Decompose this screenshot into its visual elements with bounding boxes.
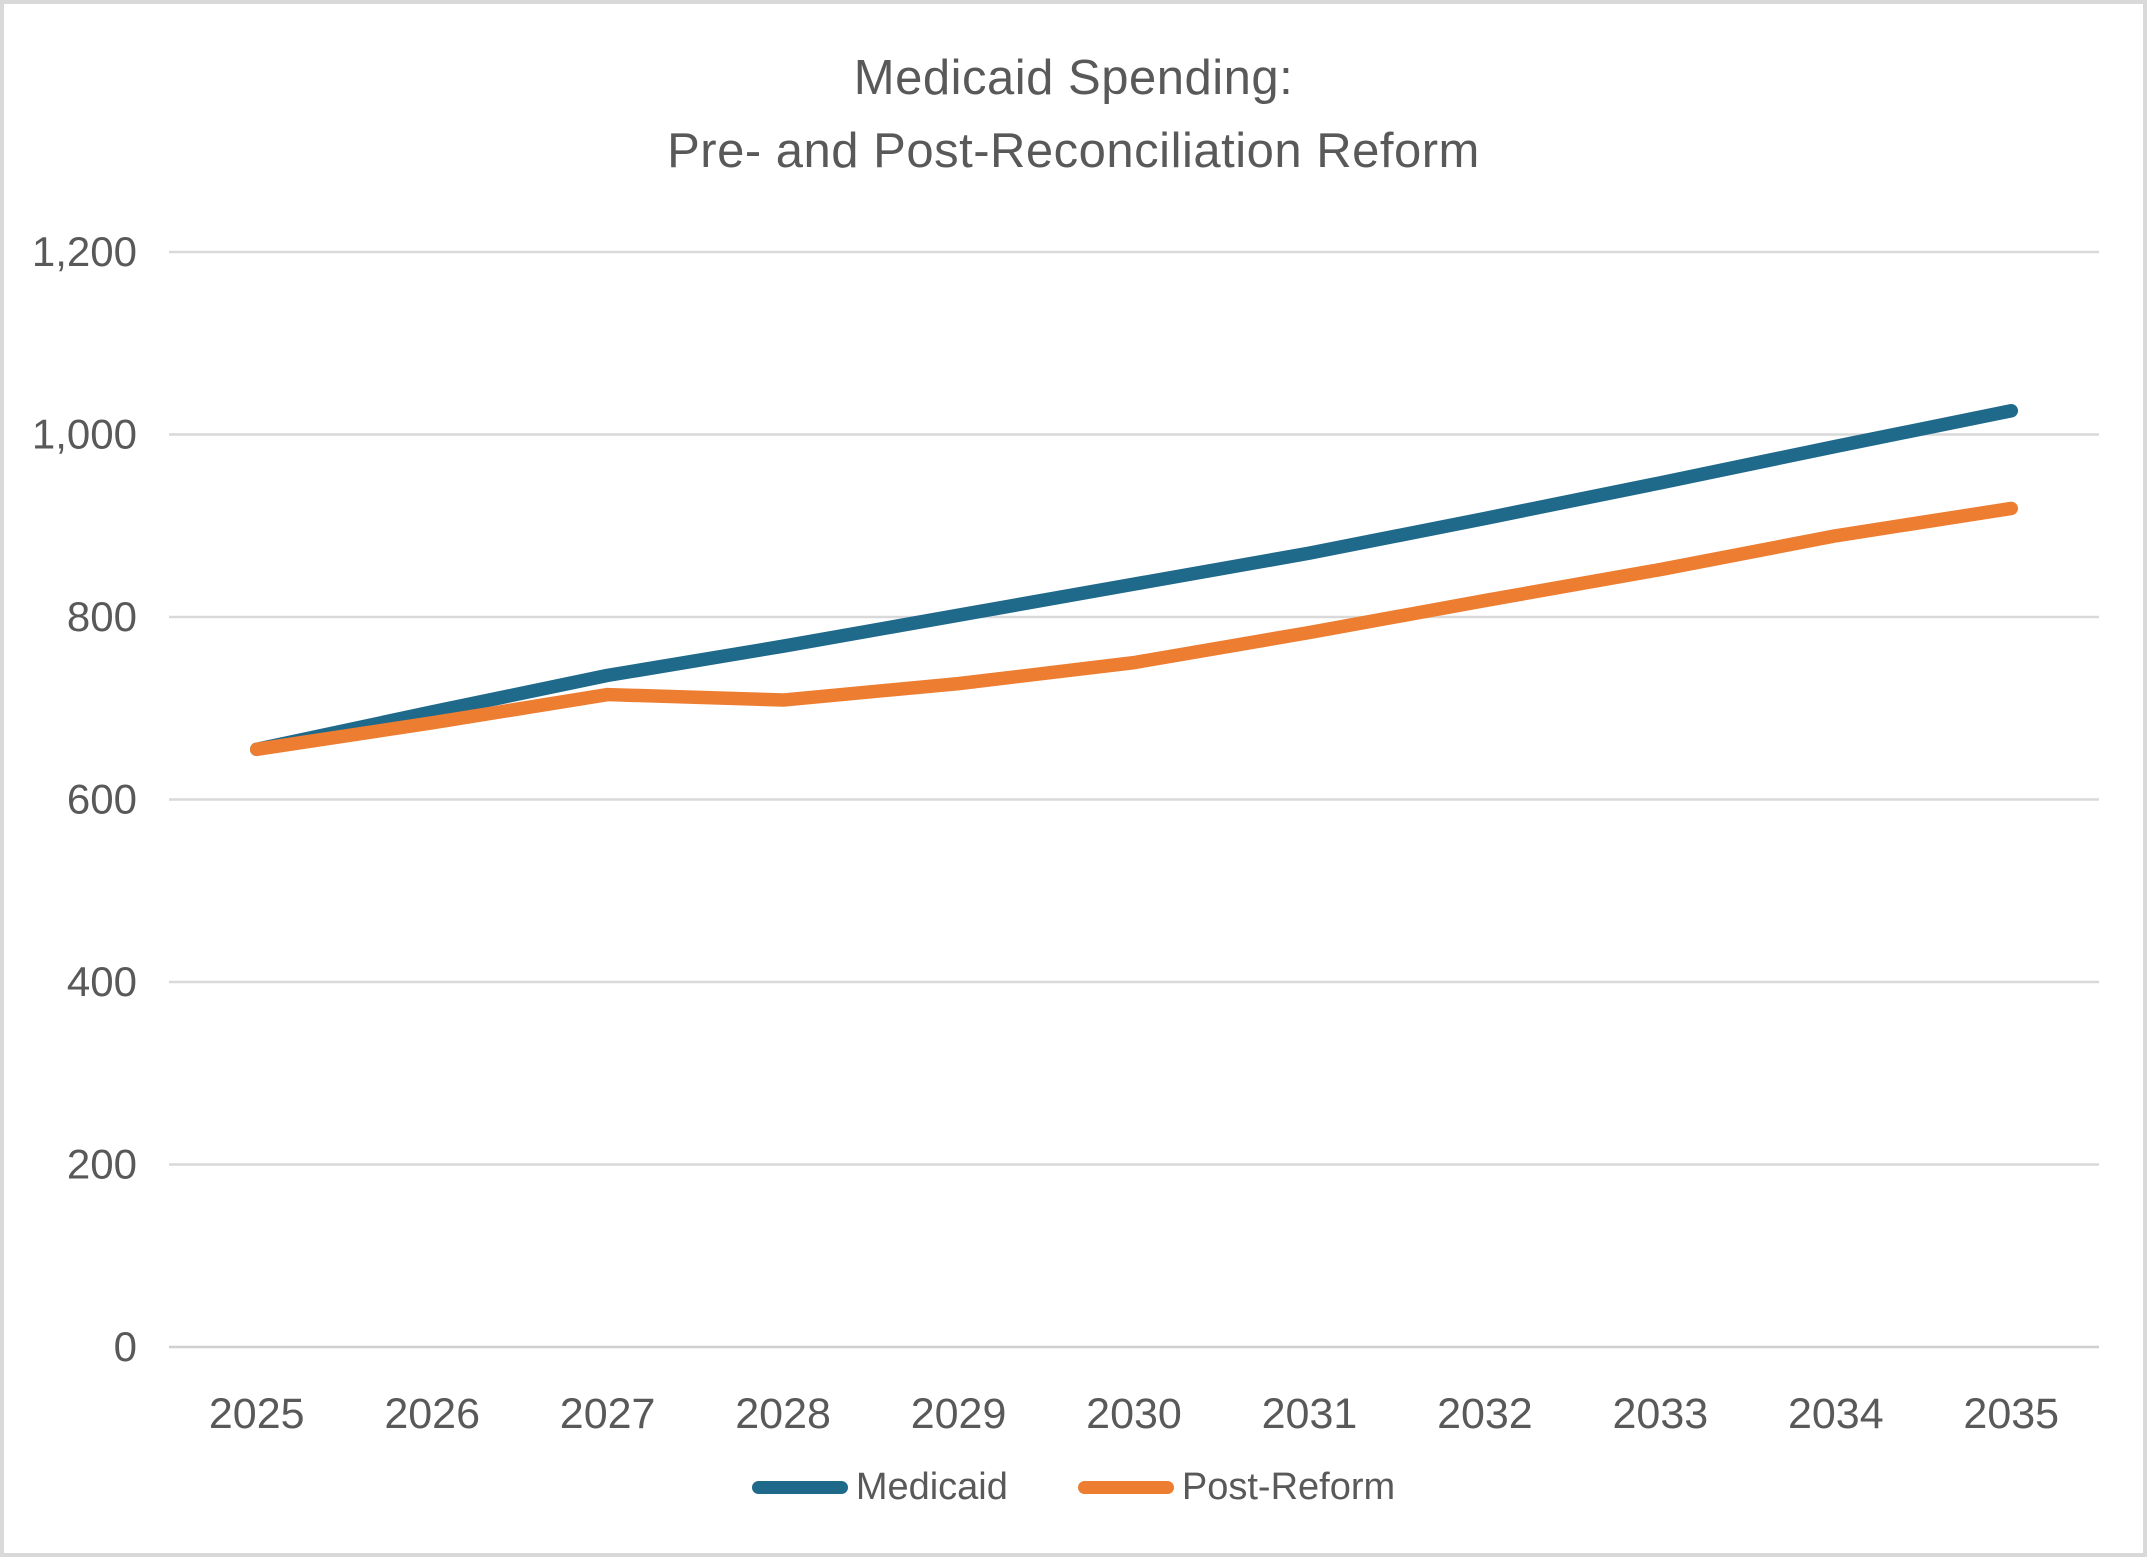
y-tick-label: 600 (67, 776, 137, 823)
y-tick-label: 1,000 (32, 411, 137, 458)
line-chart-plot: 0 200 400 600 800 1,000 1,200 2025 2026 2027 2028 2… (32, 228, 2099, 1438)
chart-title-line-1: Medicaid Spending: (853, 51, 1294, 105)
x-tick-label: 2031 (1262, 1390, 1358, 1438)
x-tick-label: 2025 (209, 1390, 305, 1438)
chart-title-line-2: Pre- and Post-Reconciliation Reform (667, 124, 1480, 178)
x-tick-label: 2034 (1788, 1390, 1884, 1438)
x-tick-label: 2026 (384, 1390, 480, 1438)
y-tick-label: 0 (114, 1323, 137, 1370)
y-tick-label: 1,200 (32, 228, 137, 275)
x-tick-label: 2032 (1437, 1390, 1533, 1438)
x-tick-label: 2027 (560, 1390, 656, 1438)
legend-swatch-icon (751, 1481, 848, 1494)
y-tick-label: 800 (67, 593, 137, 640)
series-line-medicaid (249, 404, 2019, 757)
series-line-post-reform (249, 501, 2019, 757)
legend-label: Post-Reform (1181, 1466, 1396, 1508)
x-tick-label: 2035 (1963, 1390, 2059, 1438)
legend-label: Medicaid (855, 1466, 1008, 1508)
x-tick-label: 2029 (911, 1390, 1007, 1438)
x-tick-label: 2033 (1613, 1390, 1709, 1438)
x-tick-label: 2028 (735, 1390, 831, 1438)
chart-legend: Medicaid Post-Reform (4, 1466, 2143, 1509)
y-tick-label: 400 (67, 958, 137, 1005)
chart-title: Medicaid Spending: Pre- and Post-Reconci… (4, 42, 2143, 188)
y-tick-label: 200 (67, 1141, 137, 1188)
legend-swatch-icon (1077, 1481, 1174, 1494)
legend-item-medicaid: Medicaid (751, 1466, 1008, 1509)
legend-item-post-reform: Post-Reform (1077, 1466, 1396, 1509)
x-tick-label: 2030 (1086, 1390, 1182, 1438)
